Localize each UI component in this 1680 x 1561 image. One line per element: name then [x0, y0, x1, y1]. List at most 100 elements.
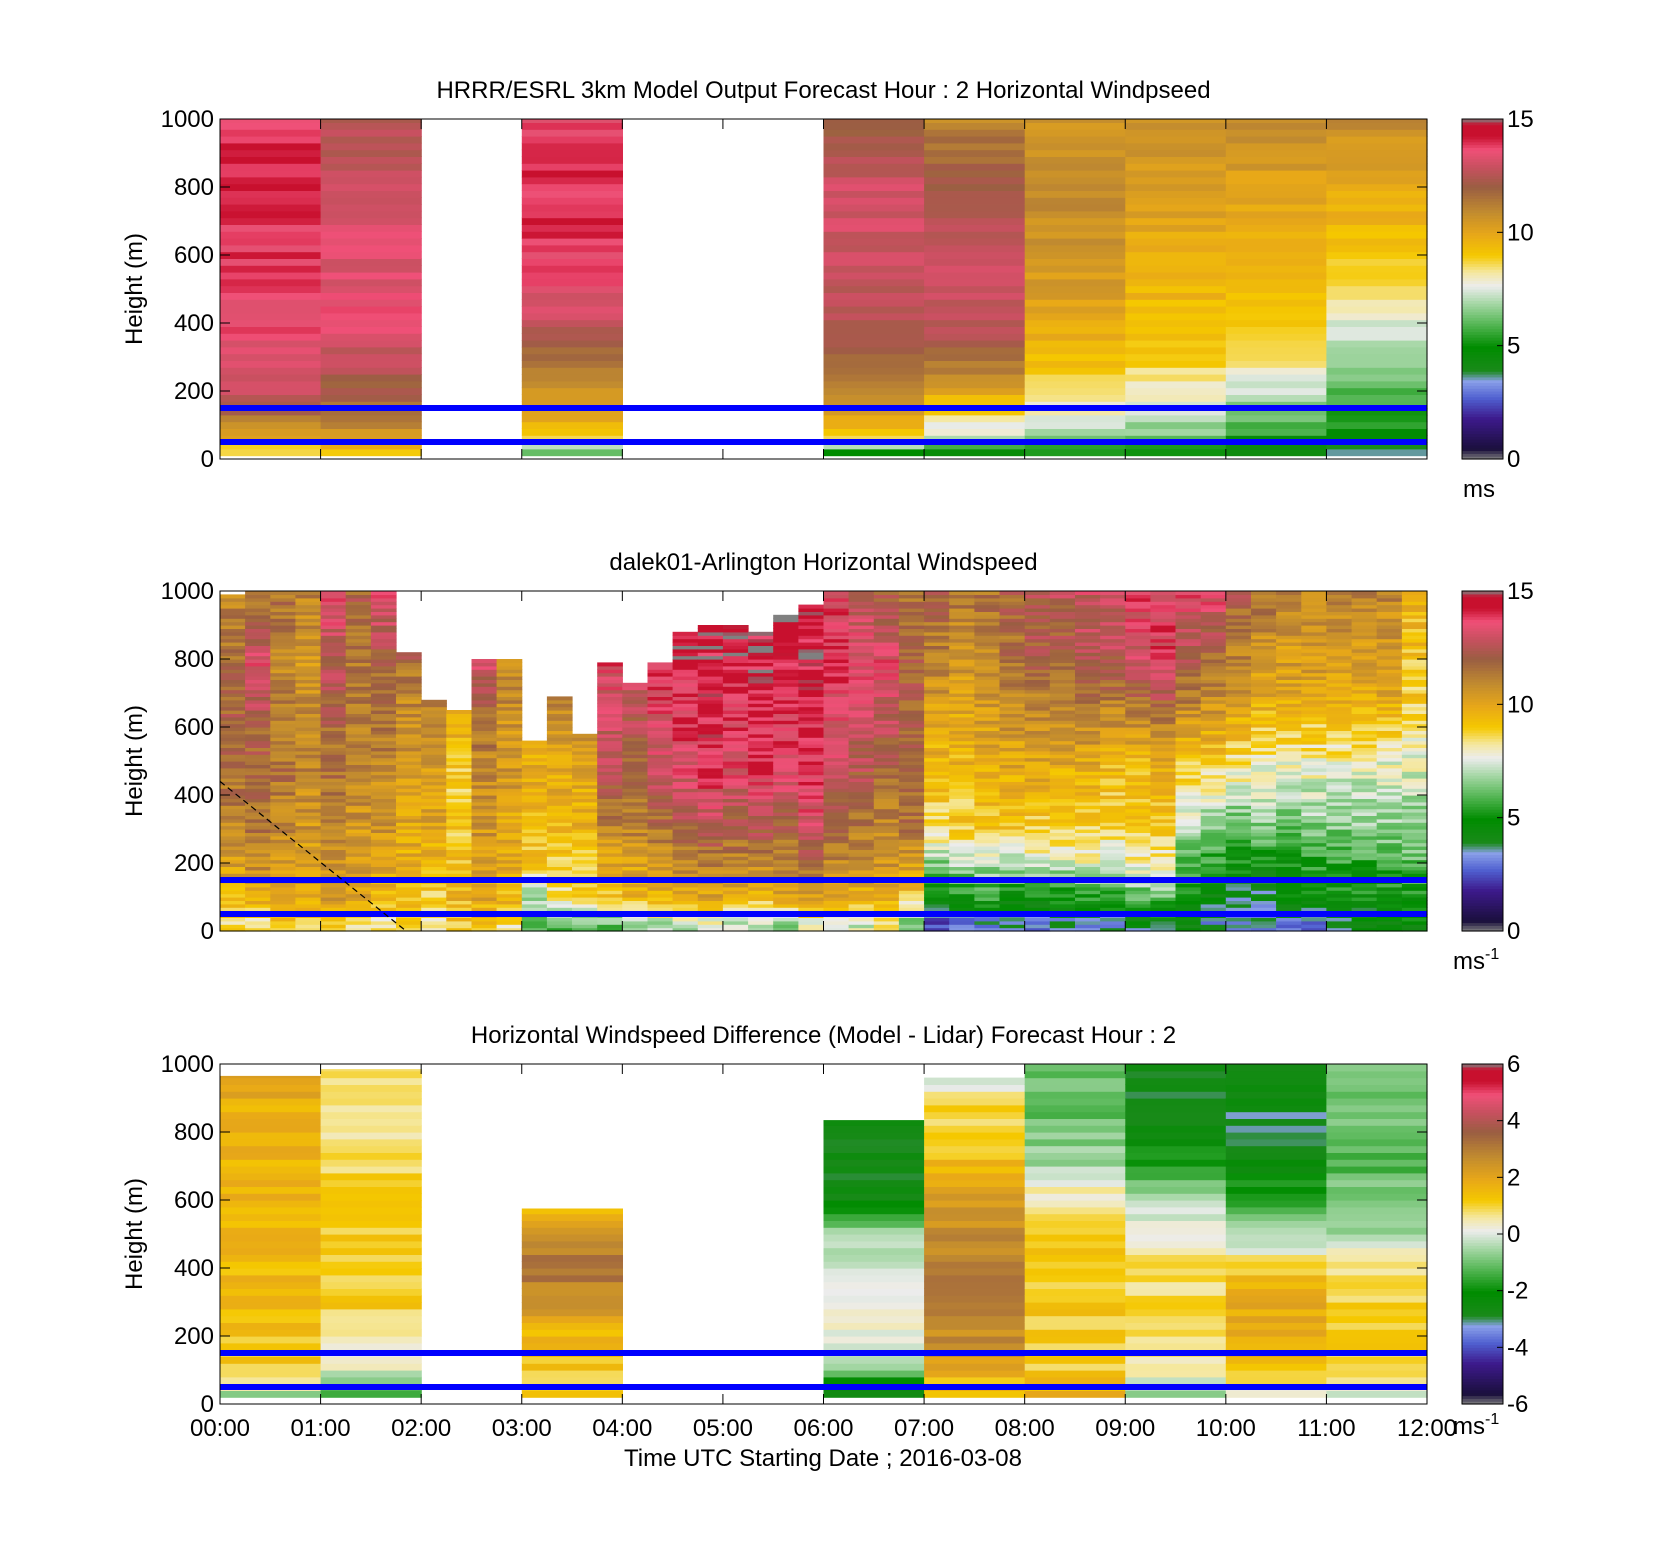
heatmap-cell: [1225, 333, 1327, 341]
heatmap-cell: [1301, 638, 1327, 643]
heatmap-cell: [1024, 682, 1051, 687]
heatmap-cell: [1251, 693, 1277, 697]
heatmap-cell: [370, 801, 397, 806]
heatmap-cell: [873, 703, 900, 708]
heatmap-cell: [1376, 815, 1403, 820]
colorbar-segment: [1462, 374, 1503, 378]
heatmap-cell: [798, 621, 825, 626]
colorbar-segment: [1462, 218, 1503, 222]
colorbar-segment: [1462, 161, 1503, 165]
heatmap-cell: [546, 727, 573, 731]
heatmap-cell: [1351, 686, 1378, 691]
heatmap-cell: [924, 299, 1026, 307]
heatmap-cell: [270, 903, 296, 908]
heatmap-cell: [1276, 669, 1302, 674]
heatmap-cell: [1125, 652, 1151, 657]
heatmap-cell: [748, 825, 774, 830]
heatmap-cell: [1049, 737, 1076, 742]
heatmap-cell: [1024, 638, 1051, 643]
heatmap-cell: [421, 744, 447, 748]
heatmap-cell: [370, 727, 397, 731]
heatmap-cell: [1049, 812, 1076, 816]
heatmap-cell: [974, 601, 1001, 606]
heatmap-cell: [370, 648, 397, 653]
heatmap-cell: [496, 886, 523, 891]
heatmap-cell: [1024, 730, 1051, 735]
heatmap-cell: [220, 863, 246, 867]
heatmap-cell: [1276, 764, 1302, 769]
heatmap-cell: [1075, 601, 1101, 606]
heatmap-cell: [1049, 652, 1076, 657]
heatmap-cell: [848, 791, 875, 796]
heatmap-cell: [1326, 737, 1353, 742]
heatmap-cell: [1276, 737, 1302, 742]
heatmap-cell: [446, 812, 472, 816]
heatmap-cell: [1125, 645, 1151, 650]
heatmap-cell: [1175, 625, 1202, 629]
colorbar-segment: [1462, 204, 1503, 208]
heatmap-cell: [1326, 224, 1428, 232]
heatmap-cell: [622, 703, 648, 708]
heatmap-cell: [1301, 608, 1327, 612]
heatmap-cell: [1075, 849, 1101, 854]
heatmap-cell: [898, 699, 925, 704]
heatmap-cell: [999, 645, 1026, 650]
heatmap-cell: [1024, 723, 1051, 728]
heatmap-cell: [446, 866, 472, 871]
heatmap-cell: [1024, 448, 1126, 457]
heatmap-cell: [1150, 744, 1177, 748]
heatmap-cell: [496, 856, 523, 861]
heatmap-cell: [1075, 788, 1101, 793]
heatmap-cell: [521, 258, 623, 266]
heatmap-cell: [1024, 122, 1126, 130]
heatmap-cell: [1075, 682, 1101, 687]
heatmap-cell: [1351, 757, 1378, 762]
heatmap-cell: [521, 873, 548, 878]
heatmap-cell: [773, 750, 799, 755]
heatmap-cell: [1301, 591, 1327, 595]
heatmap-cell: [345, 764, 372, 769]
heatmap-cell: [1150, 846, 1177, 850]
y-tick-label: 1000: [161, 106, 214, 133]
heatmap-cell: [220, 170, 322, 178]
heatmap-cell: [1175, 635, 1202, 640]
heatmap-cell: [546, 713, 573, 718]
heatmap-cell: [396, 781, 422, 786]
heatmap-cell: [496, 737, 523, 742]
heatmap-cell: [1100, 829, 1126, 833]
heatmap-cell: [345, 825, 372, 830]
heatmap-cell: [421, 873, 447, 878]
heatmap-cell: [873, 716, 900, 721]
heatmap-cell: [1150, 886, 1177, 891]
heatmap-cell: [1200, 672, 1227, 677]
heatmap-cell: [722, 866, 749, 871]
heatmap-cell: [546, 723, 573, 728]
heatmap-cell: [1401, 856, 1428, 861]
heatmap-cell: [320, 822, 347, 827]
heatmap-cell: [999, 801, 1026, 806]
heatmap-cell: [848, 774, 875, 779]
heatmap-cell: [1150, 631, 1177, 636]
heatmap-cell: [697, 761, 724, 765]
colorbar-segment: [1462, 357, 1503, 361]
heatmap-cell: [471, 818, 498, 823]
heatmap-cell: [974, 761, 1001, 765]
heatmap-cell: [1351, 672, 1378, 677]
heatmap-cell: [697, 764, 724, 769]
heatmap-cell: [1251, 611, 1277, 616]
heatmap-cell: [873, 625, 900, 629]
heatmap-cell: [798, 662, 825, 667]
heatmap-cell: [370, 682, 397, 687]
heatmap-cell: [1200, 917, 1227, 922]
heatmap-cell: [446, 795, 472, 799]
heatmap-cell: [1326, 784, 1353, 789]
heatmap-cell: [1225, 367, 1327, 375]
heatmap-cell: [220, 897, 246, 901]
heatmap-cell: [848, 733, 875, 738]
heatmap-cell: [1125, 771, 1151, 776]
heatmap-cell: [1049, 761, 1076, 765]
heatmap-cell: [496, 767, 523, 772]
heatmap-cell: [546, 703, 573, 708]
heatmap-cell: [924, 659, 950, 663]
heatmap-cell: [697, 795, 724, 799]
